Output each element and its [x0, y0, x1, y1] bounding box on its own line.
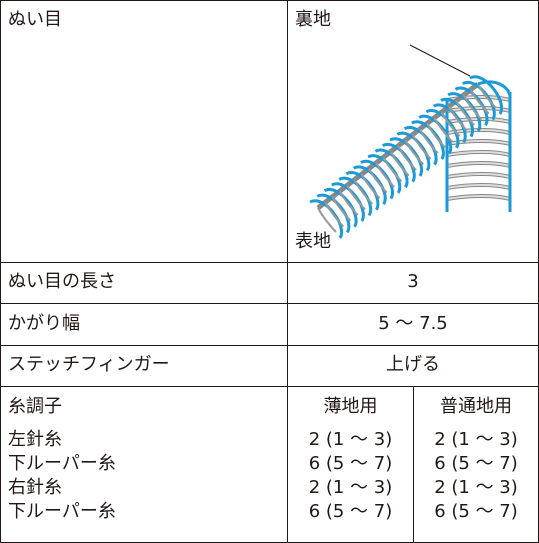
stitch-line: [381, 142, 416, 183]
stitch-line: [446, 107, 511, 112]
stitch-line: [446, 140, 511, 145]
stitch-line: [360, 173, 381, 199]
stitch-line: [461, 80, 496, 121]
stitch-line: [426, 122, 446, 149]
border: [413, 386, 414, 543]
stitch-line: [462, 94, 483, 120]
stitch-line: [331, 196, 352, 222]
stitch-line: [411, 120, 445, 160]
stitch-line: [425, 109, 460, 149]
thread-label: 下ルーパー糸: [8, 453, 116, 474]
border: [0, 303, 539, 304]
stitch-line: [446, 184, 511, 189]
stitch-line: [477, 80, 512, 97]
row-label: ぬい目の長さ: [8, 271, 116, 292]
thread-label: 右針糸: [8, 477, 62, 498]
tension-value: 2 (1 〜 3): [308, 429, 393, 450]
stitch-line: [323, 187, 358, 228]
stitch-line: [316, 193, 351, 234]
tension-value: 6 (5 〜 7): [308, 501, 393, 522]
row-value: 上げる: [386, 354, 440, 375]
cell-label: ぬい目: [8, 9, 62, 30]
stitch-line: [446, 151, 511, 156]
stitch-line: [338, 176, 373, 217]
column-header: 薄地用: [323, 396, 378, 417]
stitch-line: [367, 154, 402, 194]
border: [0, 386, 539, 387]
tension-label: 糸調子: [8, 396, 62, 417]
stitch-line: [469, 89, 490, 115]
stitch-line: [389, 137, 424, 177]
border: [0, 345, 539, 346]
stitch-line: [477, 83, 497, 109]
stitch-line: [446, 173, 511, 178]
stitch-line: [418, 128, 439, 154]
stitch-line: [433, 117, 454, 143]
stitch-line: [418, 114, 453, 155]
stitch-line: [346, 184, 366, 211]
thread-label: 左針糸: [8, 429, 62, 450]
border: [0, 0, 539, 1]
stitch-line: [397, 145, 417, 171]
stitch-line: [440, 97, 474, 138]
stitch-line: [353, 179, 374, 205]
stitch-line: [396, 131, 431, 172]
stitch-line: [404, 139, 424, 166]
border: [0, 0, 1, 543]
stitch-line: [375, 162, 395, 188]
stitch-line: [447, 92, 482, 132]
stitch-line: [448, 106, 468, 132]
stitch-line: [338, 190, 359, 216]
stitch-line: [309, 199, 344, 239]
stitch-line: [455, 100, 475, 126]
leader-line: [409, 44, 471, 77]
row-value: 5 〜 7.5: [378, 313, 448, 334]
stitch-line: [454, 86, 489, 127]
border: [287, 0, 288, 543]
stitch-line: [446, 96, 511, 101]
row-value: 3: [407, 271, 419, 292]
stitch-line: [389, 151, 410, 177]
stitch-line: [469, 75, 504, 115]
stitch-line: [446, 129, 511, 134]
stitch-line: [331, 182, 365, 222]
stitch-line: [411, 134, 432, 160]
column-header: 普通地用: [440, 396, 512, 417]
tension-value: 2 (1 〜 3): [434, 477, 518, 498]
tension-value: 2 (1 〜 3): [434, 429, 518, 450]
front-label: 表地: [295, 231, 331, 252]
thread-label: 下ルーパー糸: [8, 501, 116, 522]
border: [0, 262, 539, 263]
tension-value: 6 (5 〜 7): [434, 453, 518, 474]
stitch-line: [317, 207, 337, 233]
tension-value: 6 (5 〜 7): [308, 453, 393, 474]
stitch-line: [360, 159, 394, 200]
reverse-label: 裏地: [295, 9, 331, 30]
stitch-line: [352, 165, 387, 206]
stitch-line: [432, 103, 467, 144]
row-label: ステッチフィンガー: [8, 354, 170, 375]
stitch-line: [324, 201, 344, 228]
stitch-line: [446, 195, 511, 200]
stitch-line: [382, 156, 403, 182]
row-label: かがり幅: [8, 313, 80, 334]
stitch-line: [403, 125, 438, 166]
stitch-line: [440, 111, 461, 137]
stitch-line: [374, 148, 409, 189]
stitch-line: [368, 168, 388, 194]
stitch-drawing: [309, 75, 512, 239]
tension-value: 6 (5 〜 7): [434, 501, 518, 522]
stitch-line: [446, 162, 511, 167]
stitch-line: [345, 171, 380, 211]
tension-value: 2 (1 〜 3): [308, 477, 393, 498]
